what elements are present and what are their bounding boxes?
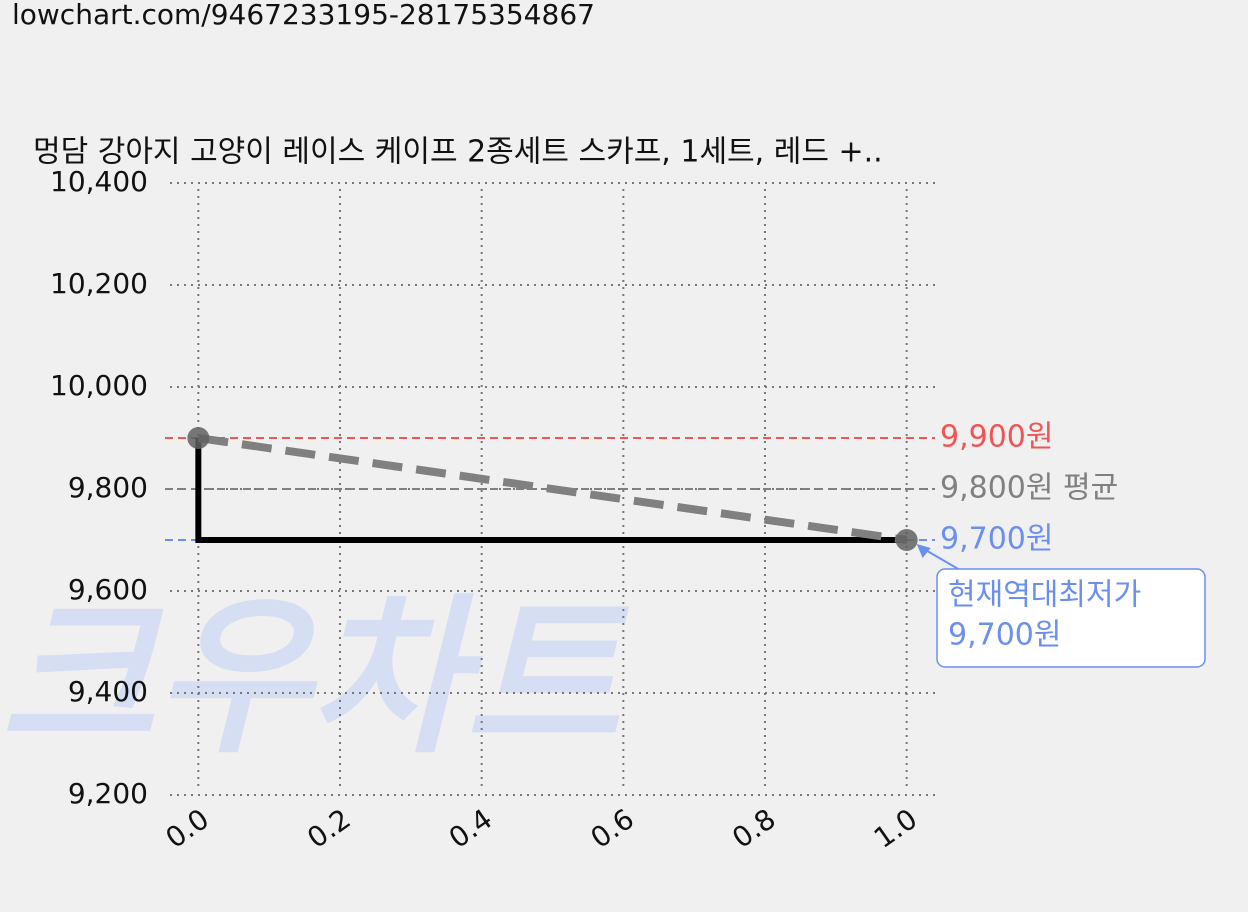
y-tick-label: 9,400: [68, 675, 148, 708]
y-tick-label: 9,200: [68, 777, 148, 810]
price-line: [197, 434, 908, 544]
y-tick-label: 9,800: [68, 471, 148, 504]
x-tick-label: 0.8: [726, 802, 781, 855]
annotation-text: 현재역대최저가: [948, 578, 1141, 613]
y-tick-label: 10,400: [50, 165, 148, 198]
x-tick-label: 0.0: [160, 802, 215, 855]
point: [187, 427, 210, 449]
y-tick-label: 10,200: [50, 267, 148, 300]
x-tick-label: 0.6: [585, 802, 640, 855]
y-tick-label: 9,600: [68, 573, 148, 606]
reference-label: 9,900원: [940, 420, 1053, 455]
annotation-arrowhead: [916, 544, 931, 558]
url: lowchart.com/9467233195-28175354867: [12, 0, 595, 31]
y-tick-label: 10,000: [50, 369, 148, 402]
point: [895, 529, 918, 551]
reference-label: 9,800원 평균: [940, 471, 1118, 506]
reference-label: 9,700원: [940, 522, 1053, 557]
x-tick-label: 0.2: [301, 802, 356, 855]
watermark: 크우차트: [0, 579, 630, 777]
chart-title: 멍담 강아지 고양이 레이스 케이프 2종세트 스카프, 1세트, 레드 +..: [33, 135, 883, 170]
price-line: [195, 438, 907, 543]
x-tick-label: 1.0: [868, 802, 923, 855]
x-tick-label: 0.4: [443, 802, 498, 855]
annotation-text: 9,700원: [948, 618, 1061, 653]
annotation-box: [936, 568, 1206, 668]
